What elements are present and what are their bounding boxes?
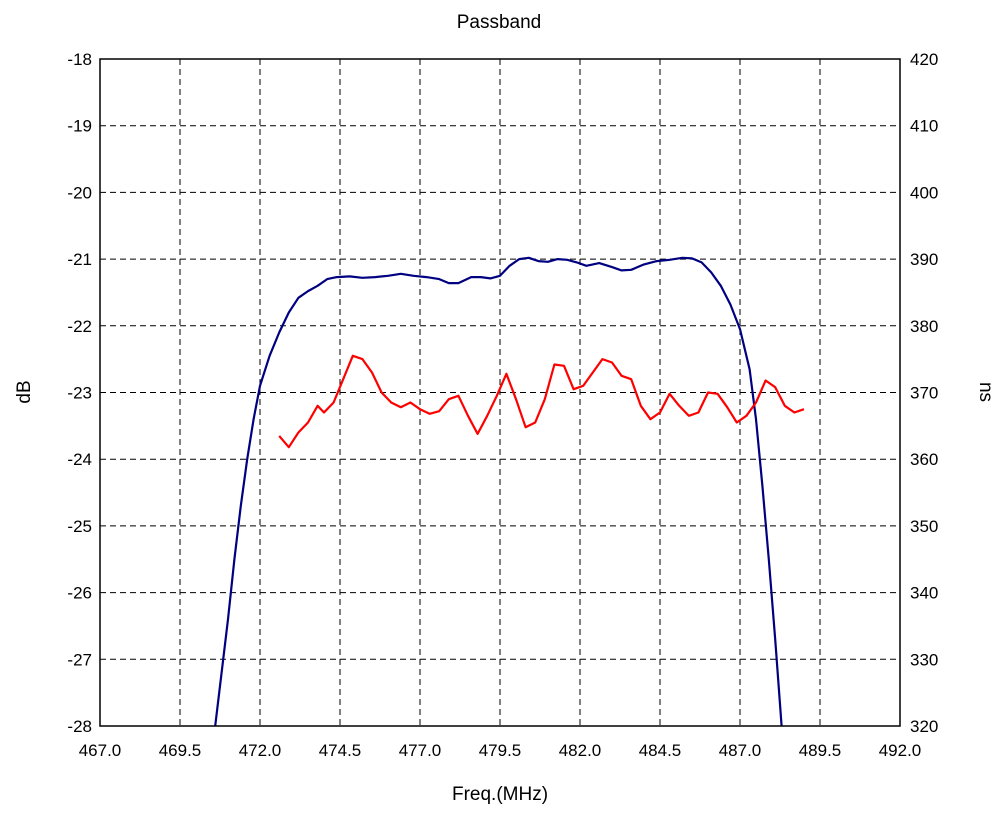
- y-tick-label: -18: [67, 50, 92, 69]
- x-tick-label: 469.5: [159, 741, 202, 760]
- x-tick-label: 489.5: [799, 741, 842, 760]
- x-axis-ticks: 467.0 469.5 472.0 474.5 477.0 479.5 482.0 484.5…: [79, 741, 922, 760]
- y-axis-ticks: -18 -19 -20 -21 -22 -23 -24 -25 -26 -27 -28: [67, 50, 92, 736]
- x-tick-label: 467.0: [79, 741, 122, 760]
- y-tick-label: -20: [67, 183, 92, 202]
- series-line-right-axis: [278, 354, 805, 449]
- y2-tick-label: 350: [910, 517, 938, 536]
- series-line-left-axis: [214, 256, 783, 727]
- x-tick-label: 482.0: [559, 741, 602, 760]
- y-tick-label: -24: [67, 450, 92, 469]
- y2-tick-label: 390: [910, 250, 938, 269]
- y2-tick-label: 410: [910, 117, 938, 136]
- x-tick-label: 484.5: [639, 741, 682, 760]
- y-tick-label: -19: [67, 117, 92, 136]
- y-axis-label: dB: [14, 380, 35, 403]
- x-tick-label: 492.0: [879, 741, 922, 760]
- y2-tick-label: 370: [910, 384, 938, 403]
- y-tick-label: -25: [67, 517, 92, 536]
- series-layer: [214, 256, 805, 727]
- x-axis-label: Freq.(MHz): [452, 784, 548, 805]
- y2-tick-label: 420: [910, 50, 938, 69]
- y2-tick-label: 340: [910, 584, 938, 603]
- y-tick-label: -23: [67, 384, 92, 403]
- y-tick-label: -28: [67, 717, 92, 736]
- y2-tick-label: 380: [910, 317, 938, 336]
- x-tick-label: 479.5: [479, 741, 522, 760]
- y-tick-label: -26: [67, 584, 92, 603]
- x-tick-label: 487.0: [719, 741, 762, 760]
- y-tick-label: -27: [67, 650, 92, 669]
- y-tick-label: -22: [67, 317, 92, 336]
- x-tick-label: 477.0: [399, 741, 442, 760]
- y-tick-label: -21: [67, 250, 92, 269]
- x-tick-label: 474.5: [319, 741, 362, 760]
- x-tick-label: 472.0: [239, 741, 282, 760]
- grid: [100, 59, 900, 726]
- y2-axis-ticks: 420 410 400 390 380 370 360 350 340 330 320: [910, 50, 938, 736]
- y2-tick-label: 330: [910, 650, 938, 669]
- y2-tick-label: 320: [910, 717, 938, 736]
- chart-title: Passband: [457, 12, 542, 33]
- y2-tick-label: 360: [910, 450, 938, 469]
- y2-axis-label: ns: [975, 382, 996, 402]
- plot-frame: [99, 58, 901, 727]
- y2-tick-label: 400: [910, 183, 938, 202]
